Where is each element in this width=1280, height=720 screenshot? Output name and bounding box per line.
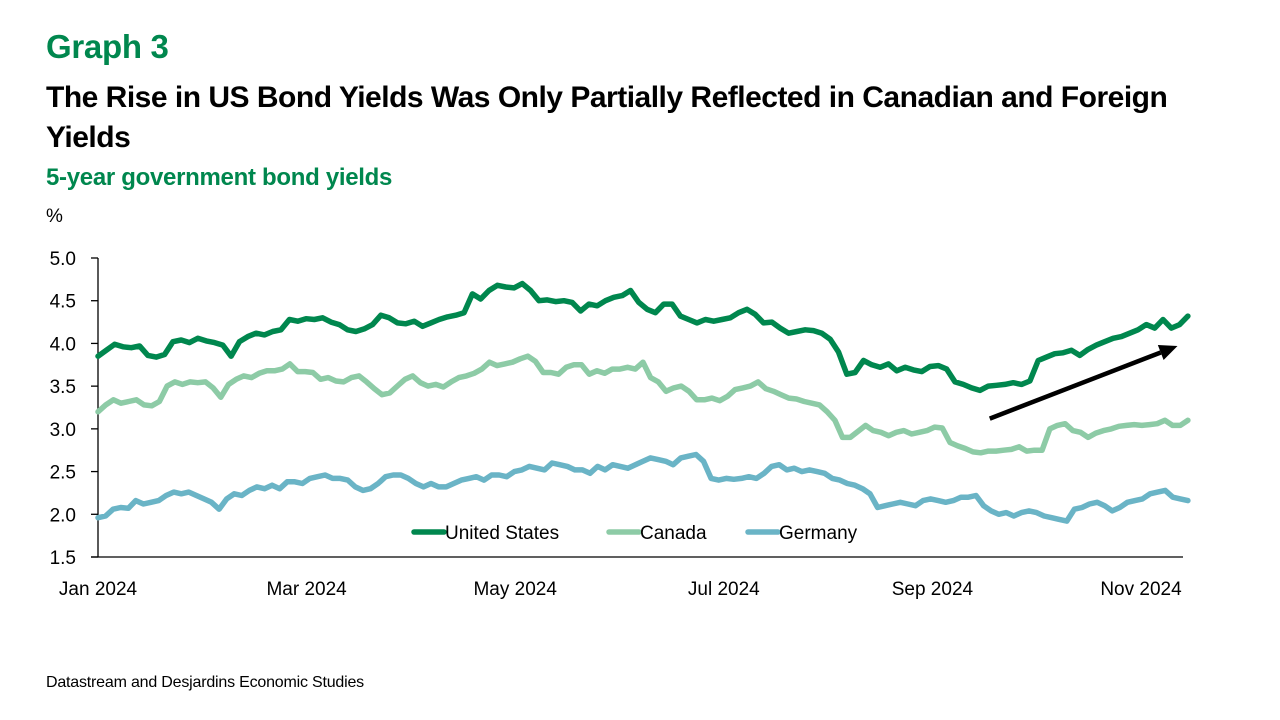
legend-item-germany: Germany [745,523,858,544]
series-line-canada [95,353,1191,456]
x-axis: Jan 2024 Mar 2024 May 2024 Jul 2024 Sep 2024… [59,556,1183,600]
y-tick-label: 2.0 [50,505,76,526]
y-tick-label: 4.0 [50,334,76,355]
y-tick-label: 3.5 [50,377,76,398]
trend-arrow-shaft [988,350,1162,421]
series-layer [95,280,1191,524]
y-tick-label: 1.5 [50,548,76,569]
legend-label: Canada [640,523,707,544]
y-axis-unit-label: % [46,206,63,227]
series-line-united-states [95,280,1191,394]
y-tick-label: 3.0 [50,420,76,441]
x-tick-label: Sep 2024 [892,579,974,600]
trend-arrow-head-icon [1157,345,1178,360]
legend-label: Germany [779,523,858,544]
legend-item-united-states: United States [411,523,559,544]
y-tick-label: 2.5 [50,463,76,484]
chart-subtitle: 5-year government bond yields [46,164,393,191]
x-tick-label: May 2024 [473,579,557,600]
legend-item-canada: Canada [606,523,707,544]
x-tick-label: Nov 2024 [1100,579,1182,600]
y-axis: 1.5 2.0 2.5 3.0 3.5 4.0 4.5 5.0 [50,249,99,569]
x-tick-label: Jul 2024 [688,579,760,600]
legend-label: United States [445,523,559,544]
series-line-germany [95,451,1191,524]
chart-title: The Rise in US Bond Yields Was Only Part… [46,81,1168,154]
graph-label: Graph 3 [46,28,169,65]
x-tick-label: Jan 2024 [59,579,138,600]
y-tick-label: 4.5 [50,292,76,313]
x-tick-label: Mar 2024 [266,579,347,600]
legend: United States Canada Germany [411,523,858,544]
source-note: Datastream and Desjardins Economic Studi… [46,674,364,691]
annotation-layer [988,345,1178,421]
y-tick-label: 5.0 [50,249,76,270]
